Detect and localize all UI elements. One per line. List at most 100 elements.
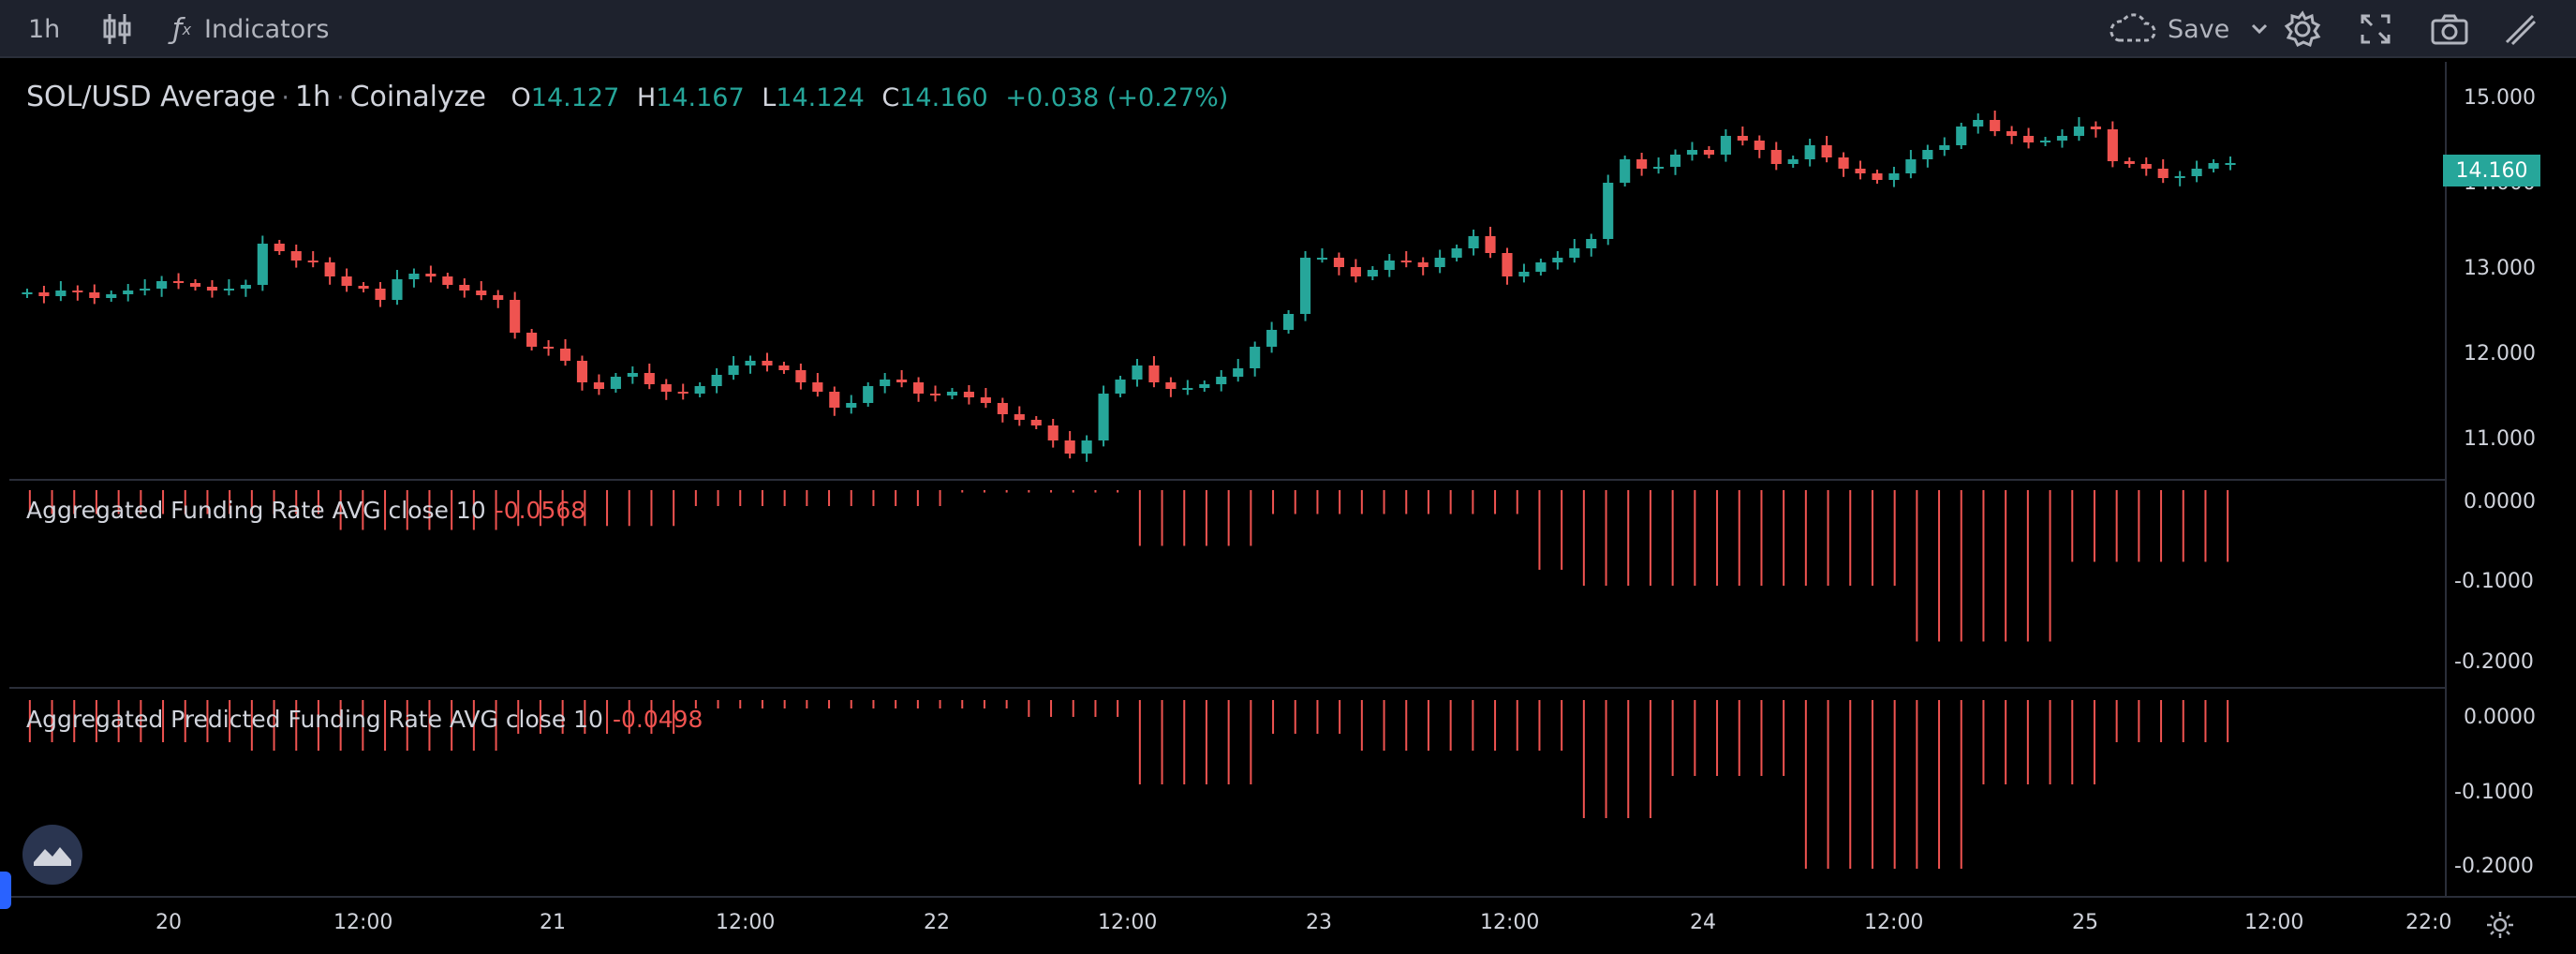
candle bbox=[2090, 127, 2101, 129]
candle bbox=[324, 262, 335, 276]
candle bbox=[257, 244, 268, 285]
candle bbox=[392, 279, 403, 300]
price-tick: 11.000 bbox=[2464, 427, 2536, 451]
time-tick: 24 bbox=[1690, 911, 1716, 934]
predicted-legend-name[interactable]: Aggregated Predicted Funding Rate AVG cl… bbox=[26, 706, 603, 733]
time-tick: 20 bbox=[155, 911, 182, 934]
legend-low-key: L bbox=[762, 83, 777, 112]
settings-button[interactable] bbox=[2284, 0, 2321, 58]
time-axis[interactable] bbox=[9, 896, 2576, 952]
candle bbox=[1770, 150, 1782, 164]
predicted-tick: -0.2000 bbox=[2454, 855, 2534, 878]
candle bbox=[1720, 136, 1731, 155]
candle bbox=[1233, 368, 1244, 377]
candle bbox=[1148, 365, 1160, 382]
candle bbox=[1754, 141, 1765, 150]
candle bbox=[1956, 127, 1967, 145]
chart-panes[interactable] bbox=[9, 66, 2445, 896]
interval-button[interactable]: 1h bbox=[28, 0, 60, 58]
candle bbox=[1838, 157, 1849, 169]
fullscreen-icon bbox=[2359, 12, 2392, 46]
candle bbox=[863, 386, 874, 403]
candle bbox=[1502, 253, 1513, 276]
chevron-down-icon[interactable] bbox=[2250, 22, 2269, 36]
candle bbox=[1182, 388, 1193, 390]
candle bbox=[526, 333, 538, 347]
candle bbox=[1990, 120, 2001, 131]
indicators-label: Indicators bbox=[204, 14, 330, 44]
drawing-button[interactable] bbox=[2501, 0, 2539, 58]
fullscreen-button[interactable] bbox=[2359, 0, 2392, 58]
candle bbox=[2225, 163, 2236, 165]
candle bbox=[896, 380, 908, 382]
candle bbox=[1922, 150, 1933, 159]
candle bbox=[1400, 261, 1412, 262]
candle bbox=[829, 392, 840, 408]
candle bbox=[1216, 377, 1227, 384]
funding-tick: -0.1000 bbox=[2454, 570, 2534, 593]
candle bbox=[880, 380, 891, 386]
candle bbox=[1384, 261, 1395, 270]
settings-gear-icon[interactable] bbox=[2484, 909, 2516, 941]
time-tick: 12:00 bbox=[333, 911, 393, 934]
logo-icon[interactable] bbox=[22, 825, 82, 885]
candle bbox=[1535, 262, 1547, 272]
candle bbox=[1872, 173, 1883, 180]
candle bbox=[307, 261, 318, 262]
candle bbox=[1485, 236, 1496, 253]
candle bbox=[2039, 141, 2051, 142]
funding-legend-name[interactable]: Aggregated Funding Rate AVG close 10 bbox=[26, 497, 486, 524]
pen-icon bbox=[2501, 10, 2539, 48]
candle bbox=[1417, 262, 1429, 267]
side-panel-tab[interactable] bbox=[0, 872, 11, 909]
candle bbox=[846, 403, 857, 408]
pane-separator[interactable] bbox=[9, 479, 2576, 481]
price-scale[interactable] bbox=[2445, 62, 2576, 896]
candle bbox=[576, 361, 588, 382]
candle bbox=[593, 382, 604, 389]
candle bbox=[812, 382, 823, 392]
candle bbox=[1165, 382, 1177, 389]
candle bbox=[1737, 136, 1748, 141]
candle bbox=[2073, 127, 2084, 136]
snapshot-button[interactable] bbox=[2430, 0, 2469, 58]
candle bbox=[510, 300, 521, 333]
legend-high-key: H bbox=[636, 83, 657, 112]
candle bbox=[963, 392, 974, 397]
legend-close-value: 14.160 bbox=[899, 83, 988, 112]
candle bbox=[778, 365, 790, 370]
candle bbox=[2174, 176, 2185, 178]
funding-tick: -0.2000 bbox=[2454, 650, 2534, 674]
current-price-badge: 14.160 bbox=[2443, 155, 2540, 186]
candle bbox=[1081, 440, 1092, 454]
pane-separator[interactable] bbox=[9, 687, 2576, 689]
candle bbox=[140, 289, 151, 291]
time-tick: 12:00 bbox=[1480, 911, 1540, 934]
candle bbox=[38, 292, 50, 296]
candle bbox=[559, 349, 571, 361]
time-tick: 21 bbox=[540, 911, 566, 934]
time-tick: 12:00 bbox=[1098, 911, 1158, 934]
candle bbox=[1098, 394, 1109, 440]
candle bbox=[1653, 167, 1665, 169]
time-tick: 25 bbox=[2072, 911, 2098, 934]
candle bbox=[1905, 159, 1917, 173]
main-legend: SOL/USD Average · 1h · Coinalyze O14.127 H14… bbox=[26, 81, 1229, 113]
chart-type-button[interactable] bbox=[101, 0, 133, 58]
candle bbox=[1283, 314, 1295, 330]
legend-change: +0.038 (+0.27%) bbox=[1005, 83, 1229, 112]
candle bbox=[1199, 384, 1210, 388]
predicted-legend-value: -0.0498 bbox=[612, 706, 703, 733]
candle bbox=[913, 382, 925, 394]
predicted-legend: Aggregated Predicted Funding Rate AVG cl… bbox=[26, 706, 703, 733]
save-button[interactable]: Save bbox=[2108, 0, 2269, 58]
candles-icon bbox=[101, 10, 133, 48]
candle bbox=[173, 281, 185, 283]
chart-plot[interactable] bbox=[9, 66, 2445, 896]
candle bbox=[1250, 347, 1261, 368]
legend-symbol[interactable]: SOL/USD Average bbox=[26, 81, 276, 113]
time-tick: 12:00 bbox=[1864, 911, 1924, 934]
candle bbox=[728, 365, 739, 375]
candle bbox=[997, 403, 1008, 414]
